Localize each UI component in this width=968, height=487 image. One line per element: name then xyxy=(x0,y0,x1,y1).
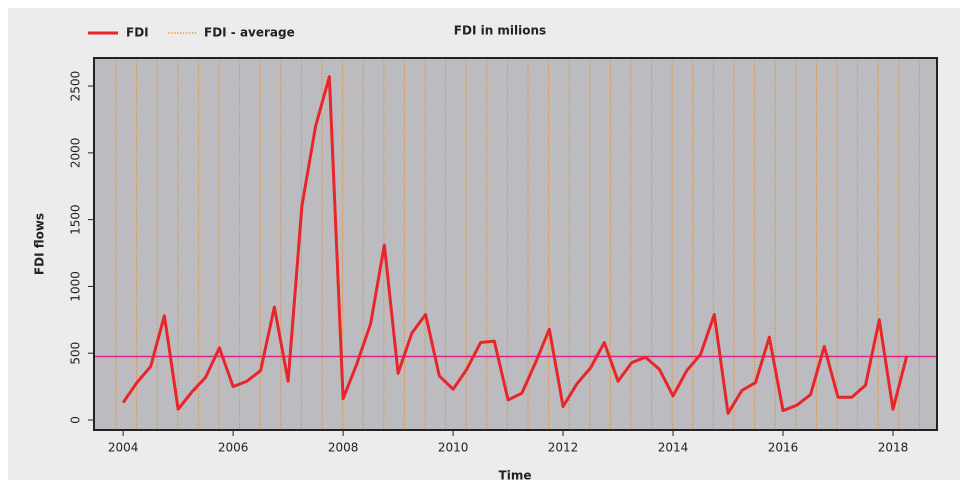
chart-title: FDI in milions xyxy=(454,24,546,38)
x-tick-label: 2006 xyxy=(218,441,249,455)
legend-label: FDI xyxy=(126,26,149,40)
x-tick-label: 2014 xyxy=(658,441,689,455)
x-axis-label: Time xyxy=(499,469,532,483)
x-tick-label: 2004 xyxy=(108,441,139,455)
x-tick-label: 2010 xyxy=(438,441,469,455)
y-tick-label: 1000 xyxy=(69,271,83,302)
y-tick-label: 1500 xyxy=(69,204,83,235)
y-tick-label: 2000 xyxy=(69,138,83,169)
x-tick-label: 2008 xyxy=(328,441,359,455)
plot-area xyxy=(94,58,937,430)
x-tick-label: 2018 xyxy=(878,441,909,455)
fdi-line xyxy=(121,75,909,415)
x-tick-label: 2012 xyxy=(548,441,579,455)
y-tick-label: 0 xyxy=(69,416,83,424)
legend-label: FDI - average xyxy=(204,26,295,40)
y-tick-label: 500 xyxy=(69,342,83,365)
y-axis-label: FDI flows xyxy=(33,213,47,275)
y-tick-label: 2500 xyxy=(69,71,83,102)
legend: FDI FDI - average xyxy=(88,26,295,40)
x-tick-label: 2016 xyxy=(768,441,799,455)
plot-border xyxy=(93,57,938,431)
